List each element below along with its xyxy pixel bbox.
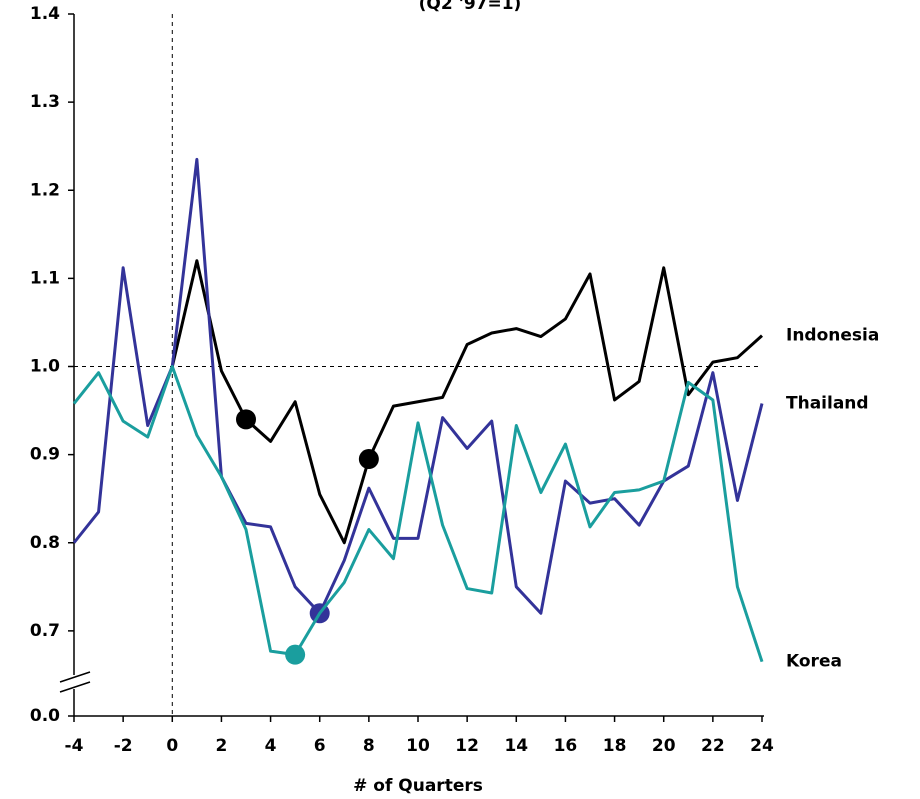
x-tick-label: 18 bbox=[603, 736, 627, 756]
x-axis-label: # of Quarters bbox=[353, 776, 483, 796]
x-tick-label: 10 bbox=[406, 736, 430, 756]
x-tick-label: 22 bbox=[701, 736, 725, 756]
axis-break bbox=[59, 671, 91, 683]
x-tick-label: 14 bbox=[504, 736, 528, 756]
y-tick-label: 0.9 bbox=[30, 445, 60, 465]
axis-break bbox=[59, 681, 91, 693]
series-label: Indonesia bbox=[786, 326, 879, 346]
x-tick-label: 8 bbox=[363, 736, 375, 756]
x-tick-label: 20 bbox=[652, 736, 676, 756]
x-tick-label: 16 bbox=[554, 736, 578, 756]
x-tick-label: 24 bbox=[750, 736, 774, 756]
y-tick-label: 1.1 bbox=[30, 268, 60, 288]
x-tick-label: 2 bbox=[216, 736, 228, 756]
x-tick-label: -4 bbox=[65, 736, 84, 756]
x-tick-label: 0 bbox=[166, 736, 178, 756]
x-tick-label: 12 bbox=[455, 736, 479, 756]
y-tick-label: 1.3 bbox=[30, 92, 60, 112]
y-tick-label: 1.4 bbox=[30, 4, 60, 24]
series-label: Thailand bbox=[786, 394, 869, 414]
series-line bbox=[72, 157, 764, 615]
series-label: Korea bbox=[786, 652, 842, 672]
y-tick-label: 0.0 bbox=[30, 706, 60, 726]
series-marker bbox=[285, 644, 306, 665]
y-tick-label: 1.2 bbox=[30, 180, 60, 200]
x-tick-label: 6 bbox=[314, 736, 326, 756]
axis-break-gap bbox=[60, 675, 90, 689]
series-marker bbox=[236, 409, 256, 430]
series-marker bbox=[358, 449, 379, 470]
x-tick-label: 4 bbox=[265, 736, 277, 756]
series-line bbox=[170, 259, 764, 545]
y-tick-label: 0.8 bbox=[30, 533, 60, 553]
series-line bbox=[72, 365, 764, 663]
chart-subtitle: (Q2 '97=1) bbox=[419, 0, 522, 14]
y-tick-label: 0.7 bbox=[30, 621, 60, 641]
y-tick-label: 1.0 bbox=[30, 357, 60, 377]
x-tick-label: -2 bbox=[114, 736, 133, 756]
